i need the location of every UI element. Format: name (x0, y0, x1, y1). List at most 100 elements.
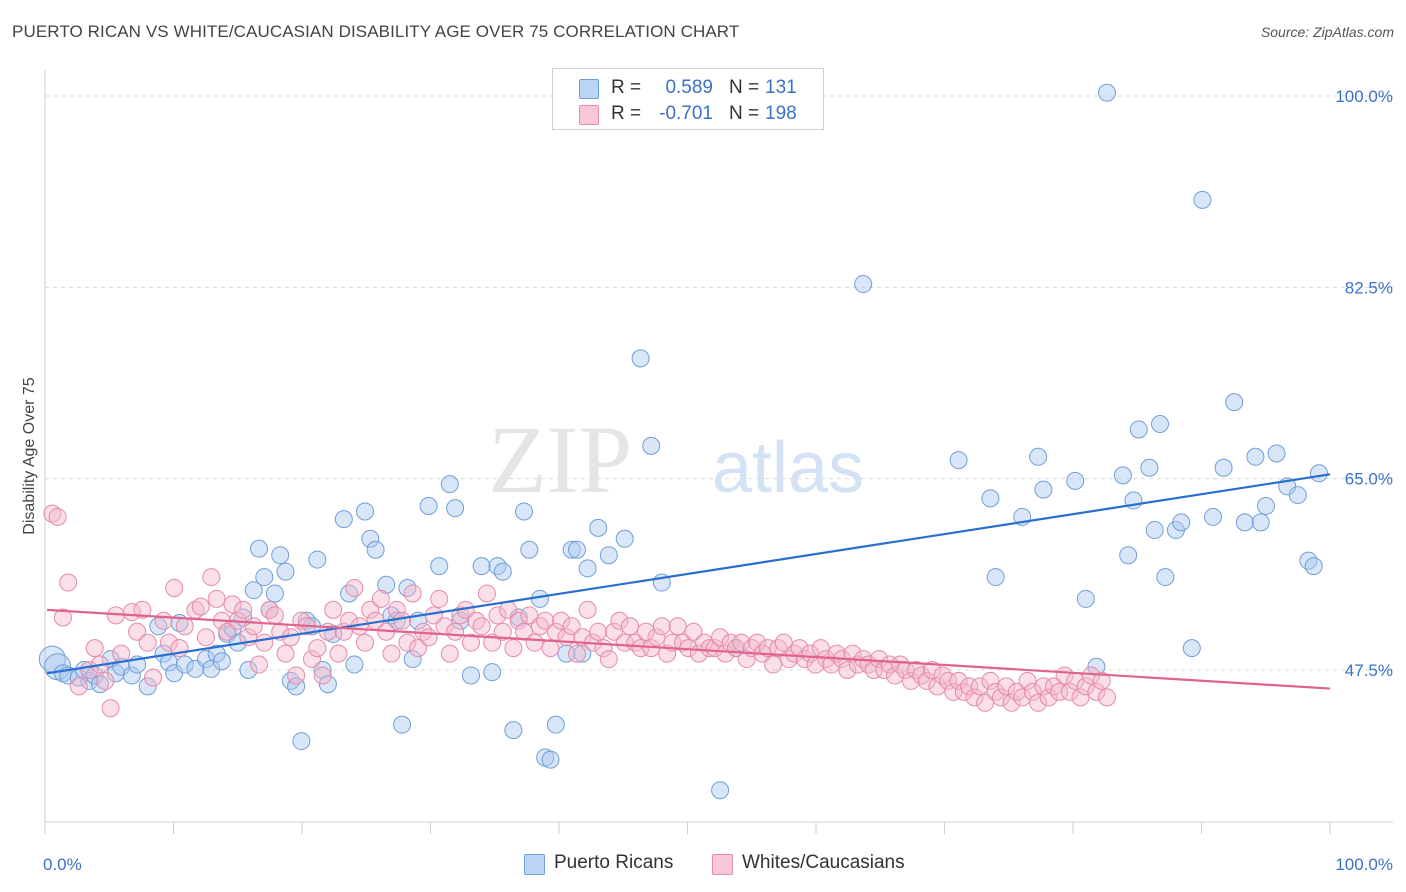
point-white (1076, 677, 1095, 696)
point-white (393, 611, 412, 630)
watermark: ZIP atlas (488, 406, 864, 513)
point-puerto-rican (1172, 513, 1191, 532)
point-white (658, 644, 677, 663)
point-puerto-rican (377, 575, 396, 594)
grid-lines (45, 95, 1393, 671)
point-puerto-rican (1119, 546, 1138, 565)
point-white (578, 600, 597, 619)
r-label: R = (611, 103, 642, 124)
point-white (530, 617, 549, 636)
point-puerto-rican (530, 589, 549, 608)
point-puerto-rican (520, 540, 539, 559)
stats-swatch-blue (579, 79, 599, 99)
point-puerto-rican (949, 451, 968, 470)
y-tick-label: 100.0% (1335, 87, 1393, 106)
point-white (1098, 688, 1116, 707)
point-puerto-rican (345, 655, 364, 674)
point-white (1034, 677, 1053, 696)
point-puerto-rican (366, 540, 385, 559)
point-white (939, 671, 957, 690)
point-white (1007, 682, 1026, 701)
point-puerto-rican (419, 497, 438, 515)
point-white (711, 628, 730, 647)
point-puerto-rican (615, 529, 634, 548)
point-puerto-rican (986, 568, 1005, 587)
point-white (191, 597, 210, 616)
point-white (159, 633, 178, 652)
legend-swatch-pink (712, 854, 733, 875)
point-puerto-rican (281, 671, 300, 690)
point-white (265, 606, 284, 625)
point-white (1087, 682, 1106, 701)
point-white (1002, 693, 1021, 712)
trend-line-puerto-ricans (46, 473, 1331, 675)
point-white (891, 655, 910, 674)
point-puerto-rican (91, 675, 109, 694)
point-white (218, 622, 237, 641)
point-white (1013, 688, 1032, 707)
x-tick-label: 0.0% (43, 855, 82, 874)
point-white (472, 617, 491, 636)
point-puerto-rican (308, 550, 327, 569)
point-white (69, 677, 88, 696)
point-white (197, 628, 215, 647)
r-value-pink: -0.701 (659, 103, 713, 124)
point-white (732, 633, 751, 652)
n-value-blue: 131 (765, 77, 797, 98)
trend-lines (46, 473, 1331, 690)
point-white (440, 644, 459, 663)
point-white (234, 600, 253, 619)
point-white (43, 504, 62, 523)
point-white (403, 584, 422, 603)
point-white (493, 622, 512, 641)
point-white (912, 666, 931, 685)
point-puerto-rican (287, 677, 306, 696)
point-white (976, 693, 995, 712)
point-white (329, 644, 348, 663)
point-white (764, 655, 783, 674)
point-white (949, 671, 968, 690)
point-puerto-rican (483, 663, 502, 682)
point-puerto-rican (1225, 393, 1244, 412)
point-puerto-rican (398, 579, 417, 597)
point-white (568, 644, 586, 663)
point-puerto-rican (493, 562, 512, 581)
point-white (223, 595, 242, 614)
point-puerto-rican (239, 661, 258, 679)
point-puerto-rican (573, 644, 592, 663)
point-white (907, 661, 926, 679)
point-white (668, 617, 687, 636)
point-puerto-rican (1310, 464, 1328, 483)
point-white (356, 633, 374, 652)
point-puerto-rican (515, 502, 533, 521)
point-white (960, 677, 979, 696)
point-white (684, 622, 703, 641)
point-puerto-rican (356, 502, 374, 521)
point-white (488, 606, 507, 625)
point-white (647, 628, 666, 647)
point-puerto-rican (1098, 83, 1116, 102)
point-white (599, 650, 618, 669)
point-puerto-rican (1066, 471, 1085, 490)
point-white (1029, 693, 1048, 712)
point-white (255, 633, 274, 652)
point-white (446, 622, 465, 641)
point-white (605, 622, 624, 641)
point-white (1039, 688, 1058, 707)
point-white (1018, 671, 1037, 690)
point-white (430, 589, 449, 608)
point-puerto-rican (504, 721, 523, 740)
point-white (1023, 682, 1042, 701)
point-puerto-rican (1029, 447, 1048, 466)
point-white (467, 611, 486, 630)
point-puerto-rican (1304, 557, 1323, 576)
point-white (525, 633, 544, 652)
point-white (165, 579, 184, 597)
point-puerto-rican (403, 650, 422, 669)
point-white (774, 633, 793, 652)
point-white (1045, 677, 1063, 696)
point-puerto-rican (1235, 513, 1254, 532)
point-white (287, 666, 306, 685)
point-white (785, 644, 804, 663)
